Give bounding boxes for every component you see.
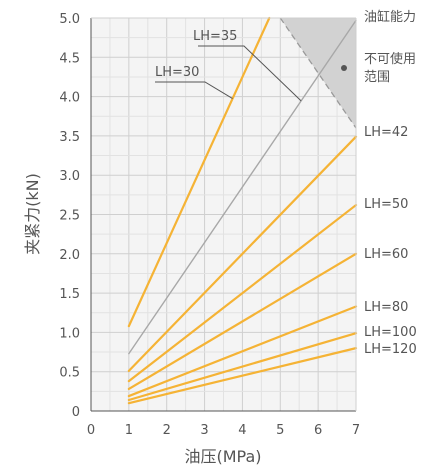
y-tick-label: 2.0: [59, 248, 80, 263]
series-line-lh-80: [127, 305, 358, 398]
unusable-region-label: 范围: [364, 70, 390, 85]
series-line-lh-30: [127, 16, 271, 328]
series-line-lh-100: [127, 332, 358, 402]
unusable-region-label: 不可使用: [364, 51, 416, 67]
y-tick-label: 1.0: [59, 326, 80, 341]
y-tick-label: 3.0: [59, 169, 80, 184]
x-tick-label: 7: [352, 423, 360, 438]
y-tick-label: 3.5: [59, 130, 80, 145]
y-axis-title: 夹紧力(kN): [23, 173, 42, 255]
series-line-lh-50: [127, 203, 358, 383]
unusable-region-marker: [341, 65, 347, 71]
y-tick-label: 0.5: [59, 366, 80, 381]
x-tick-label: 4: [238, 423, 246, 438]
series-line-lh-60: [127, 252, 358, 391]
series-line-lh-35: [128, 19, 357, 355]
series-label-lh-120: LH=120: [364, 342, 417, 357]
y-tick-label: 4.5: [59, 51, 80, 66]
series-label-lh-80: LH=80: [364, 300, 408, 315]
series-label-lh-35: LH=35: [193, 29, 237, 44]
x-tick-label: 2: [163, 423, 171, 438]
series-label-lh-42: LH=42: [364, 125, 408, 140]
x-tick-label: 0: [87, 423, 95, 438]
x-tick-label: 1: [125, 423, 133, 438]
x-axis-title: 油压(MPa): [184, 447, 261, 466]
y-tick-label: 0: [72, 405, 80, 420]
series-label-lh-30: LH=30: [155, 65, 199, 80]
x-tick-label: 5: [276, 423, 284, 438]
y-tick-label: 1.5: [59, 287, 80, 302]
series-label-lh-60: LH=60: [364, 247, 408, 262]
series-label-lh-50: LH=50: [364, 197, 408, 212]
y-tick-label: 4.0: [59, 91, 80, 106]
callout-leader-lh-30: [155, 81, 233, 99]
y-tick-label: 5.0: [59, 12, 80, 27]
cylinder-capacity-label: 油缸能力: [364, 9, 416, 25]
x-tick-label: 6: [314, 423, 322, 438]
x-tick-label: 3: [200, 423, 208, 438]
series-line-lh-42: [127, 135, 358, 373]
series-label-lh-100: LH=100: [364, 325, 417, 340]
cylinder-capacity-line: [279, 17, 357, 129]
callout-leader-lh-35: [198, 45, 302, 102]
y-tick-label: 2.5: [59, 209, 80, 224]
series-line-lh-120: [127, 347, 358, 405]
